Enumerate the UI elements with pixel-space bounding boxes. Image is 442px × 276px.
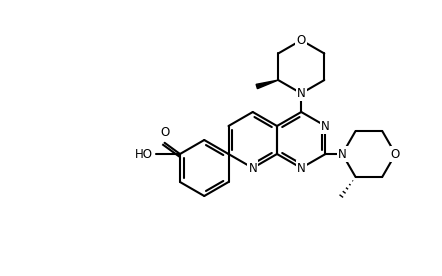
Text: O: O xyxy=(391,147,400,161)
Text: N: N xyxy=(338,147,347,161)
Text: N: N xyxy=(297,87,305,100)
Text: N: N xyxy=(248,161,257,174)
Text: N: N xyxy=(297,161,305,174)
Text: HO: HO xyxy=(135,147,153,161)
Text: O: O xyxy=(160,126,169,139)
Text: N: N xyxy=(321,120,330,132)
Polygon shape xyxy=(256,80,278,89)
Text: O: O xyxy=(297,34,306,47)
